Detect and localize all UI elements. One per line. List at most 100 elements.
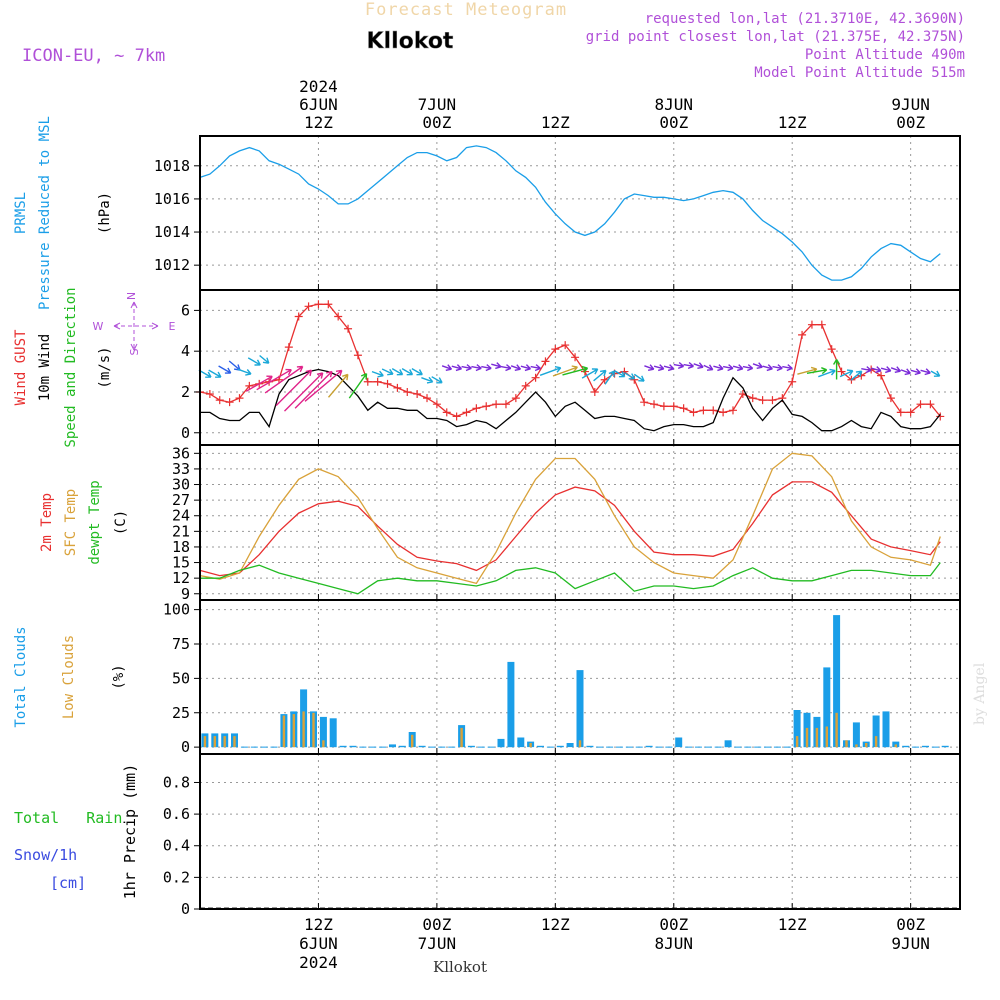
ytick-label: 27 — [172, 491, 190, 509]
ytick-label: 6 — [181, 301, 190, 319]
total-cloud-bar — [941, 745, 949, 748]
top-time-label: 00Z — [896, 113, 925, 132]
total-cloud-bar — [418, 745, 426, 748]
ytick-label: 18 — [172, 538, 190, 556]
total-cloud-bar — [902, 745, 910, 748]
panel-label-pressure: Pressure Reduced to MSL — [37, 116, 53, 310]
top-time-label: 12Z — [778, 113, 807, 132]
ytick-label: 0 — [181, 738, 190, 756]
wind-direction-arrow — [348, 372, 368, 399]
precip-legend-rain: Total Rain — [14, 809, 122, 827]
ytick-label: 0 — [181, 424, 190, 442]
temp2m-line — [199, 481, 941, 577]
total-cloud-bar — [675, 737, 683, 748]
total-cloud-bar — [576, 670, 584, 748]
wind-direction-arrow — [890, 366, 902, 373]
wind-direction-arrow — [818, 368, 836, 378]
top-time-label: 9JUN — [891, 95, 930, 114]
low-cloud-bar — [203, 736, 207, 748]
total-cloud-bar — [645, 745, 653, 748]
top-time-label: 12Z — [541, 113, 570, 132]
total-cloud-bar — [467, 745, 475, 748]
bottom-time-label: 12Z — [778, 915, 807, 934]
wind-direction-arrow — [304, 369, 343, 402]
gust-marker — [659, 402, 668, 411]
wind-direction-arrow — [520, 364, 532, 372]
wind-direction-arrow — [623, 372, 636, 380]
gust-marker — [768, 396, 777, 405]
low-cloud-bar — [815, 727, 819, 748]
ytick-label: 1014 — [154, 223, 190, 241]
gust-marker — [215, 396, 224, 405]
panel-label-clouds: Low Clouds — [61, 635, 77, 719]
ytick-label: 9 — [181, 585, 190, 603]
gust-marker — [571, 353, 580, 362]
gust-marker — [728, 406, 737, 415]
top-time-label: 7JUN — [418, 95, 457, 114]
wind-direction-arrow — [391, 367, 404, 376]
compass-n: N — [125, 292, 138, 300]
wind-direction-arrow — [663, 364, 675, 372]
top-time-label: 00Z — [422, 113, 451, 132]
wind-direction-arrow — [275, 369, 313, 407]
bottom-time-label: 7JUN — [418, 934, 457, 953]
bottom-time-label: 12Z — [304, 915, 333, 934]
panel-label-pressure: (hPa) — [97, 192, 113, 234]
gust-marker — [719, 408, 728, 417]
wind-direction-arrow — [237, 368, 252, 376]
wind-direction-arrow — [530, 364, 541, 372]
total-cloud-bar — [507, 661, 515, 748]
low-cloud-bar — [835, 712, 838, 748]
wind-direction-arrow — [256, 368, 292, 391]
top-time-label: 2024 — [299, 77, 338, 96]
info-line-3: Point Altitude 490m — [805, 47, 965, 63]
low-cloud-bar — [578, 740, 582, 748]
low-cloud-bar — [233, 736, 236, 748]
wind-direction-arrow — [732, 364, 744, 372]
chart-subtitle: Forecast Meteogram — [365, 0, 567, 20]
low-cloud-bar — [223, 736, 226, 748]
gust-marker — [521, 381, 530, 390]
low-cloud-bar — [322, 740, 325, 748]
wind-direction-arrow — [247, 357, 261, 366]
gust-marker — [383, 379, 392, 388]
gust-marker — [294, 312, 303, 321]
wind-direction-arrow — [871, 366, 882, 374]
gust-marker — [531, 373, 540, 382]
wind-direction-arrow — [431, 376, 443, 384]
ytick-label: 24 — [172, 507, 190, 525]
panel-label-wind: Wind GUST — [13, 329, 29, 405]
bottom-time-label: 6JUN — [299, 934, 338, 953]
gust-marker — [561, 341, 570, 350]
wind-direction-arrow — [421, 376, 434, 384]
ytick-label: 0 — [181, 900, 190, 918]
panel-label-clouds: Total Clouds — [13, 626, 29, 727]
panel-label-temp: (C) — [113, 510, 129, 535]
wind-direction-arrow — [839, 369, 854, 378]
ytick-label: 1012 — [154, 256, 190, 274]
wind-direction-arrow — [381, 368, 394, 376]
wind-direction-arrow — [752, 362, 763, 369]
low-cloud-bar — [529, 743, 532, 748]
wind-direction-arrow — [633, 373, 645, 382]
bottom-time-label: 8JUN — [655, 934, 694, 953]
info-line-1: requested lon,lat (21.3710E, 42.3690N) — [645, 11, 965, 27]
gust-marker — [827, 345, 836, 354]
gust-marker — [896, 408, 905, 417]
ytick-label: 12 — [172, 569, 190, 587]
wind-direction-arrow — [552, 365, 578, 377]
dewpt-line — [200, 562, 941, 595]
wind-direction-arrow — [481, 364, 492, 372]
total-cloud-bar — [922, 745, 929, 748]
ytick-label: 21 — [172, 522, 190, 540]
low-cloud-bar — [302, 711, 305, 748]
precip-ylabel: 1hr Precip (mm) — [121, 764, 139, 899]
wind-direction-arrow — [653, 364, 665, 372]
gust-marker — [807, 320, 816, 329]
low-cloud-bar — [845, 740, 848, 748]
wind-direction-arrow — [264, 365, 304, 394]
low-cloud-bar — [805, 727, 809, 748]
gust-marker — [482, 402, 491, 411]
gust-marker — [620, 367, 629, 376]
panel-frame-precip — [199, 753, 961, 910]
